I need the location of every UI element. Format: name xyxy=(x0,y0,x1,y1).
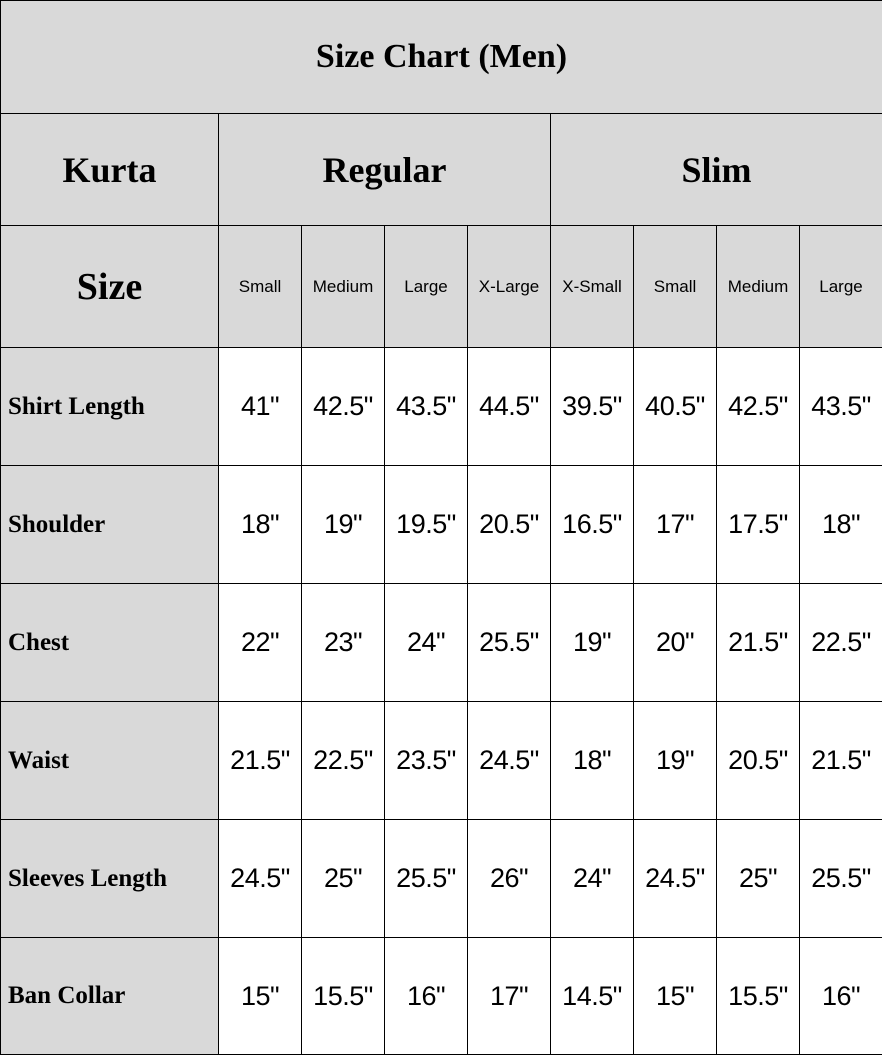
row-label: Shirt Length xyxy=(1,348,219,466)
measurement-cell: 24.5" xyxy=(634,820,717,938)
measurement-cell: 40.5" xyxy=(634,348,717,466)
measurement-cell: 16.5" xyxy=(551,466,634,584)
measurement-cell: 23" xyxy=(302,584,385,702)
measurement-cell: 18" xyxy=(219,466,302,584)
measurement-cell: 44.5" xyxy=(468,348,551,466)
measurement-cell: 20.5" xyxy=(717,702,800,820)
measurement-cell: 22.5" xyxy=(302,702,385,820)
measurement-cell: 16" xyxy=(800,938,882,1055)
row-label: Ban Collar xyxy=(1,938,219,1055)
measurement-cell: 18" xyxy=(551,702,634,820)
measurement-cell: 23.5" xyxy=(385,702,468,820)
measurement-cell: 24.5" xyxy=(468,702,551,820)
measurement-cell: 25.5" xyxy=(385,820,468,938)
regular-group-header: Regular xyxy=(219,114,551,226)
slim-group-header: Slim xyxy=(551,114,882,226)
measurement-cell: 16" xyxy=(385,938,468,1055)
measurement-cell: 17.5" xyxy=(717,466,800,584)
measurement-cell: 21.5" xyxy=(800,702,882,820)
measurement-cell: 19" xyxy=(302,466,385,584)
measurement-cell: 24" xyxy=(551,820,634,938)
measurement-cell: 19.5" xyxy=(385,466,468,584)
measurement-cell: 24.5" xyxy=(219,820,302,938)
measurement-cell: 22.5" xyxy=(800,584,882,702)
measurement-cell: 21.5" xyxy=(717,584,800,702)
measurement-cell: 15" xyxy=(219,938,302,1055)
size-column-header: Medium xyxy=(717,226,800,348)
measurement-cell: 43.5" xyxy=(800,348,882,466)
measurement-cell: 22" xyxy=(219,584,302,702)
measurement-cell: 20.5" xyxy=(468,466,551,584)
measurement-cell: 25.5" xyxy=(800,820,882,938)
measurement-cell: 19" xyxy=(551,584,634,702)
measurement-cell: 42.5" xyxy=(717,348,800,466)
kurta-header: Kurta xyxy=(1,114,219,226)
size-column-header: Small xyxy=(219,226,302,348)
measurement-cell: 15.5" xyxy=(717,938,800,1055)
size-column-header: Medium xyxy=(302,226,385,348)
measurement-cell: 18" xyxy=(800,466,882,584)
measurement-cell: 15.5" xyxy=(302,938,385,1055)
row-label: Chest xyxy=(1,584,219,702)
row-label: Shoulder xyxy=(1,466,219,584)
size-column-header: Small xyxy=(634,226,717,348)
size-column-header: Large xyxy=(800,226,882,348)
measurement-cell: 19" xyxy=(634,702,717,820)
measurement-cell: 43.5" xyxy=(385,348,468,466)
size-header: Size xyxy=(1,226,219,348)
title-row: Size Chart (Men) xyxy=(1,1,882,114)
measurement-cell: 24" xyxy=(385,584,468,702)
row-label: Sleeves Length xyxy=(1,820,219,938)
measurement-cell: 15" xyxy=(634,938,717,1055)
measurement-cell: 41" xyxy=(219,348,302,466)
group-header-row: Kurta Regular Slim xyxy=(1,114,882,226)
measurement-cell: 21.5" xyxy=(219,702,302,820)
measurement-cell: 26" xyxy=(468,820,551,938)
row-label: Waist xyxy=(1,702,219,820)
measurement-cell: 39.5" xyxy=(551,348,634,466)
measurement-cell: 17" xyxy=(468,938,551,1055)
measurement-cell: 25" xyxy=(717,820,800,938)
measurement-cell: 42.5" xyxy=(302,348,385,466)
chart-title: Size Chart (Men) xyxy=(1,1,882,114)
size-column-header: X-Small xyxy=(551,226,634,348)
measurement-cell: 20" xyxy=(634,584,717,702)
size-column-header: Large xyxy=(385,226,468,348)
measurement-cell: 14.5" xyxy=(551,938,634,1055)
measurement-cell: 17" xyxy=(634,466,717,584)
measurement-cell: 25" xyxy=(302,820,385,938)
measurement-cell: 25.5" xyxy=(468,584,551,702)
size-column-header: X-Large xyxy=(468,226,551,348)
